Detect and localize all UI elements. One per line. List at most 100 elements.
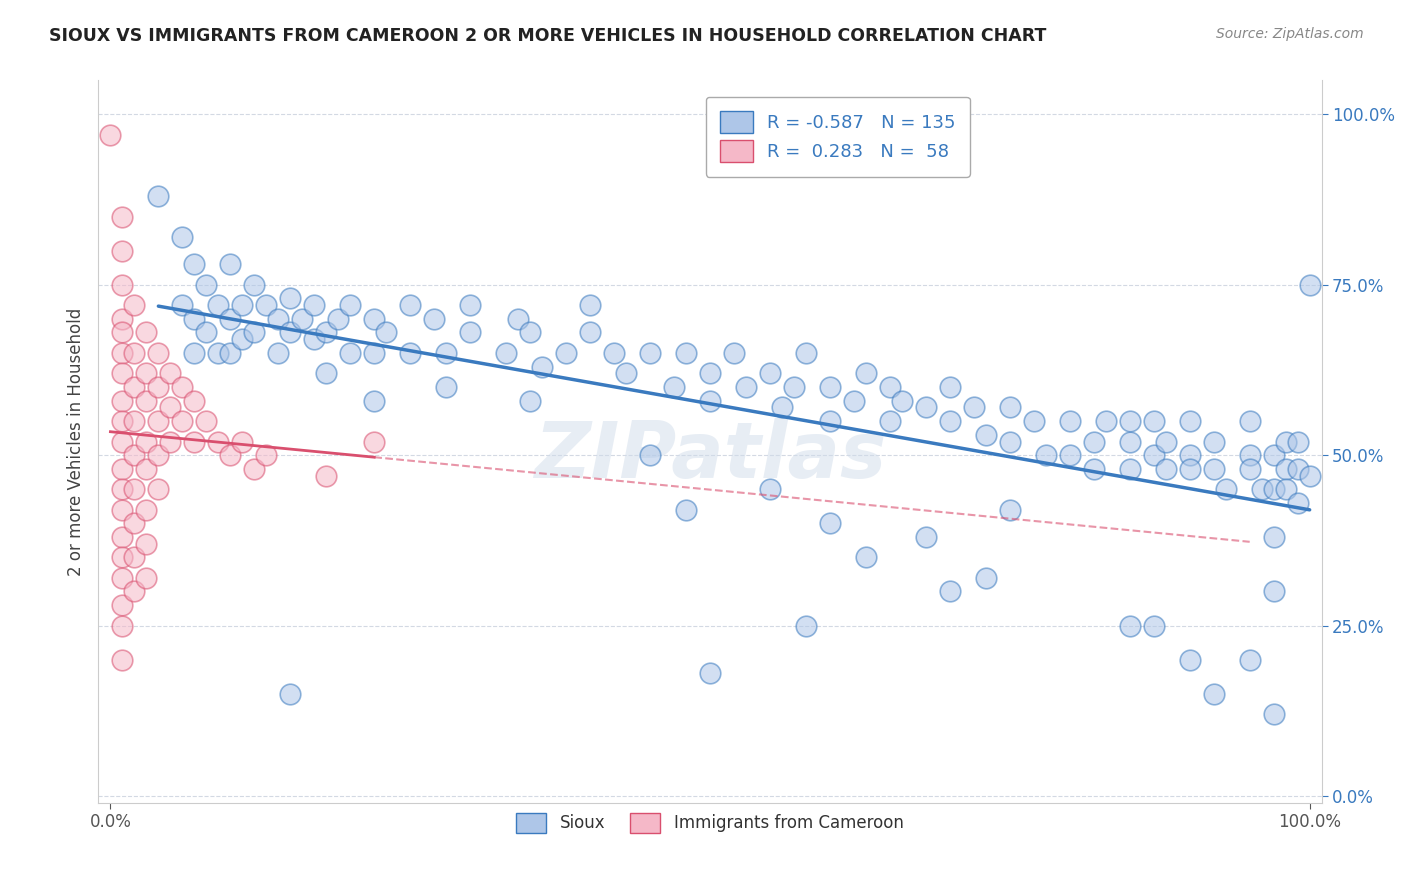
Point: [195, 277, 218, 292]
Point: [172, 230, 194, 244]
Point: [842, 393, 865, 408]
Point: [519, 326, 541, 340]
Point: [183, 346, 205, 360]
Point: [207, 346, 229, 360]
Point: [1286, 434, 1309, 449]
Point: [1274, 434, 1296, 449]
Point: [434, 346, 457, 360]
Point: [1239, 462, 1261, 476]
Point: [315, 326, 337, 340]
Point: [172, 414, 194, 428]
Point: [699, 666, 721, 681]
Point: [939, 380, 962, 394]
Point: [111, 530, 134, 544]
Point: [219, 257, 242, 271]
Point: [794, 618, 817, 632]
Point: [1263, 707, 1285, 722]
Point: [304, 298, 326, 312]
Point: [1119, 618, 1142, 632]
Point: [363, 311, 385, 326]
Point: [111, 462, 134, 476]
Point: [111, 618, 134, 632]
Point: [531, 359, 554, 374]
Point: [759, 367, 782, 381]
Point: [183, 434, 205, 449]
Point: [183, 311, 205, 326]
Point: [135, 571, 157, 585]
Point: [124, 346, 146, 360]
Point: [1239, 414, 1261, 428]
Point: [243, 462, 266, 476]
Point: [675, 502, 697, 516]
Point: [1143, 618, 1166, 632]
Point: [111, 210, 134, 224]
Point: [1263, 448, 1285, 462]
Point: [111, 414, 134, 428]
Point: [939, 584, 962, 599]
Point: [974, 427, 997, 442]
Text: Source: ZipAtlas.com: Source: ZipAtlas.com: [1216, 27, 1364, 41]
Point: [1083, 434, 1105, 449]
Point: [363, 393, 385, 408]
Point: [135, 326, 157, 340]
Point: [1202, 434, 1225, 449]
Point: [207, 298, 229, 312]
Point: [219, 311, 242, 326]
Point: [148, 448, 170, 462]
Point: [1178, 462, 1201, 476]
Point: [579, 326, 602, 340]
Point: [1119, 434, 1142, 449]
Point: [915, 530, 938, 544]
Point: [662, 380, 685, 394]
Point: [434, 380, 457, 394]
Point: [267, 311, 290, 326]
Point: [243, 326, 266, 340]
Point: [124, 380, 146, 394]
Point: [111, 550, 134, 565]
Point: [855, 367, 877, 381]
Point: [172, 298, 194, 312]
Point: [399, 298, 422, 312]
Point: [1215, 482, 1237, 496]
Point: [998, 434, 1021, 449]
Point: [254, 298, 277, 312]
Point: [291, 311, 314, 326]
Point: [219, 448, 242, 462]
Point: [135, 393, 157, 408]
Point: [735, 380, 758, 394]
Point: [219, 346, 242, 360]
Point: [1059, 448, 1081, 462]
Point: [135, 367, 157, 381]
Point: [124, 550, 146, 565]
Point: [1035, 448, 1057, 462]
Point: [135, 537, 157, 551]
Point: [1263, 482, 1285, 496]
Point: [1286, 496, 1309, 510]
Point: [855, 550, 877, 565]
Point: [818, 516, 841, 531]
Point: [243, 277, 266, 292]
Point: [519, 393, 541, 408]
Point: [304, 332, 326, 346]
Point: [159, 401, 181, 415]
Point: [1286, 462, 1309, 476]
Point: [111, 277, 134, 292]
Point: [770, 401, 793, 415]
Point: [508, 311, 530, 326]
Point: [1059, 414, 1081, 428]
Point: [111, 571, 134, 585]
Point: [339, 346, 361, 360]
Point: [1263, 584, 1285, 599]
Point: [1239, 653, 1261, 667]
Point: [363, 434, 385, 449]
Text: SIOUX VS IMMIGRANTS FROM CAMEROON 2 OR MORE VEHICLES IN HOUSEHOLD CORRELATION CH: SIOUX VS IMMIGRANTS FROM CAMEROON 2 OR M…: [49, 27, 1046, 45]
Point: [1154, 462, 1177, 476]
Legend: Sioux, Immigrants from Cameroon: Sioux, Immigrants from Cameroon: [508, 805, 912, 841]
Point: [1298, 468, 1320, 483]
Point: [111, 367, 134, 381]
Point: [423, 311, 446, 326]
Point: [939, 414, 962, 428]
Point: [111, 346, 134, 360]
Point: [1178, 414, 1201, 428]
Point: [148, 414, 170, 428]
